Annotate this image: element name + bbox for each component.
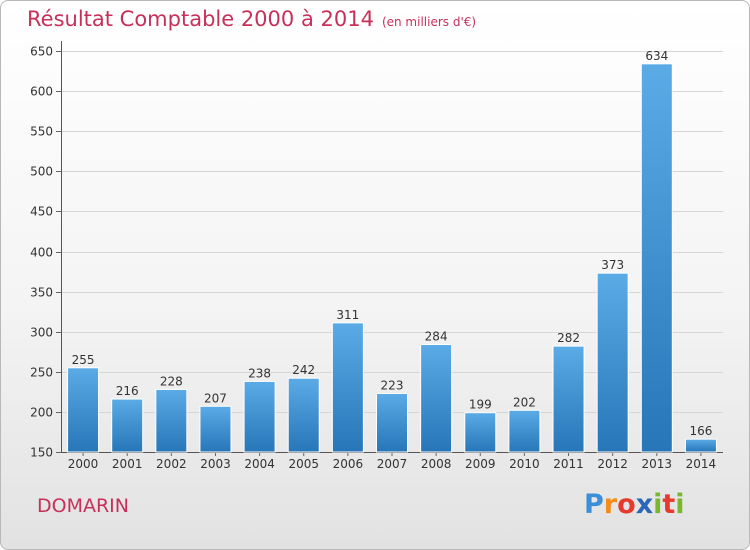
x-tick-label: 2002	[156, 457, 187, 471]
bar	[331, 322, 364, 453]
title-text: Résultat Comptable 2000 à 2014	[27, 7, 374, 31]
bar	[420, 344, 453, 453]
y-tick-label: 600	[30, 85, 53, 99]
logo-letter: i	[675, 489, 685, 520]
y-tick-label: 300	[30, 326, 53, 340]
labels: 255 2000 216 2001 228 2002 207 2003 238 2004 242 20…	[68, 49, 716, 471]
x-tick-label: 2000	[68, 457, 99, 471]
x-tick-label: 2010	[509, 457, 540, 471]
y-tick-label: 400	[30, 246, 53, 260]
bar	[287, 377, 320, 453]
bar	[199, 405, 232, 453]
proxiti-logo: Proxiti	[584, 489, 685, 520]
x-tick-label: 2012	[597, 457, 628, 471]
x-tick-label: 2011	[553, 457, 584, 471]
y-tick-label: 250	[30, 366, 53, 380]
data-label: 634	[645, 49, 668, 63]
x-tick-label: 2007	[377, 457, 408, 471]
y-tick-label: 450	[30, 205, 53, 219]
y-tick-label: 150	[30, 446, 53, 460]
y-tick-label: 500	[30, 165, 53, 179]
data-label: 373	[601, 258, 624, 272]
bar	[155, 388, 188, 453]
bar	[243, 380, 276, 453]
y-tick-label: 350	[30, 286, 53, 300]
data-label: 284	[425, 330, 448, 344]
commune-name: DOMARIN	[37, 495, 129, 517]
x-tick-label: 2003	[200, 457, 231, 471]
logo-letter: x	[635, 489, 654, 520]
x-tick-label: 2009	[465, 457, 496, 471]
data-label: 207	[204, 391, 227, 405]
x-tick-label: 2008	[421, 457, 452, 471]
logo-letter: o	[617, 489, 636, 520]
x-tick-label: 2001	[112, 457, 143, 471]
data-label: 166	[689, 424, 712, 438]
chart-subtitle: (en milliers d'€)	[381, 15, 477, 29]
bar	[376, 392, 408, 453]
bar	[67, 367, 100, 453]
y-tick-label: 650	[30, 45, 53, 59]
chart-title: Résultat Comptable 2000 à 2014 (en millie…	[27, 7, 476, 31]
bar	[552, 345, 585, 453]
y-tick-label: 550	[30, 125, 53, 139]
x-tick-label: 2004	[244, 457, 275, 471]
bar	[640, 63, 673, 453]
logo-letter: i	[653, 489, 663, 520]
axes: 150 200 250 300 350 400 450 500 550 600 650	[30, 41, 723, 460]
data-label: 228	[160, 374, 183, 388]
data-label: 282	[557, 331, 580, 345]
data-label: 202	[513, 395, 536, 409]
bar	[464, 412, 497, 453]
bar	[596, 272, 629, 453]
x-tick-label: 2005	[288, 457, 319, 471]
bar	[111, 398, 144, 453]
data-label: 216	[116, 384, 139, 398]
data-label: 199	[469, 398, 492, 412]
logo-letter: r	[603, 489, 618, 520]
x-tick-label: 2014	[686, 457, 717, 471]
logo-letter: P	[584, 489, 604, 520]
data-label: 255	[72, 353, 95, 367]
bar	[684, 438, 717, 453]
x-tick-label: 2013	[642, 457, 673, 471]
data-label: 242	[292, 363, 315, 377]
data-label: 311	[336, 308, 359, 322]
logo-letter: t	[662, 489, 676, 520]
data-label: 223	[381, 378, 404, 392]
data-label: 238	[248, 366, 271, 380]
y-tick-label: 200	[30, 406, 53, 420]
x-tick-label: 2006	[333, 457, 364, 471]
bar	[508, 409, 541, 453]
bars	[67, 63, 717, 453]
